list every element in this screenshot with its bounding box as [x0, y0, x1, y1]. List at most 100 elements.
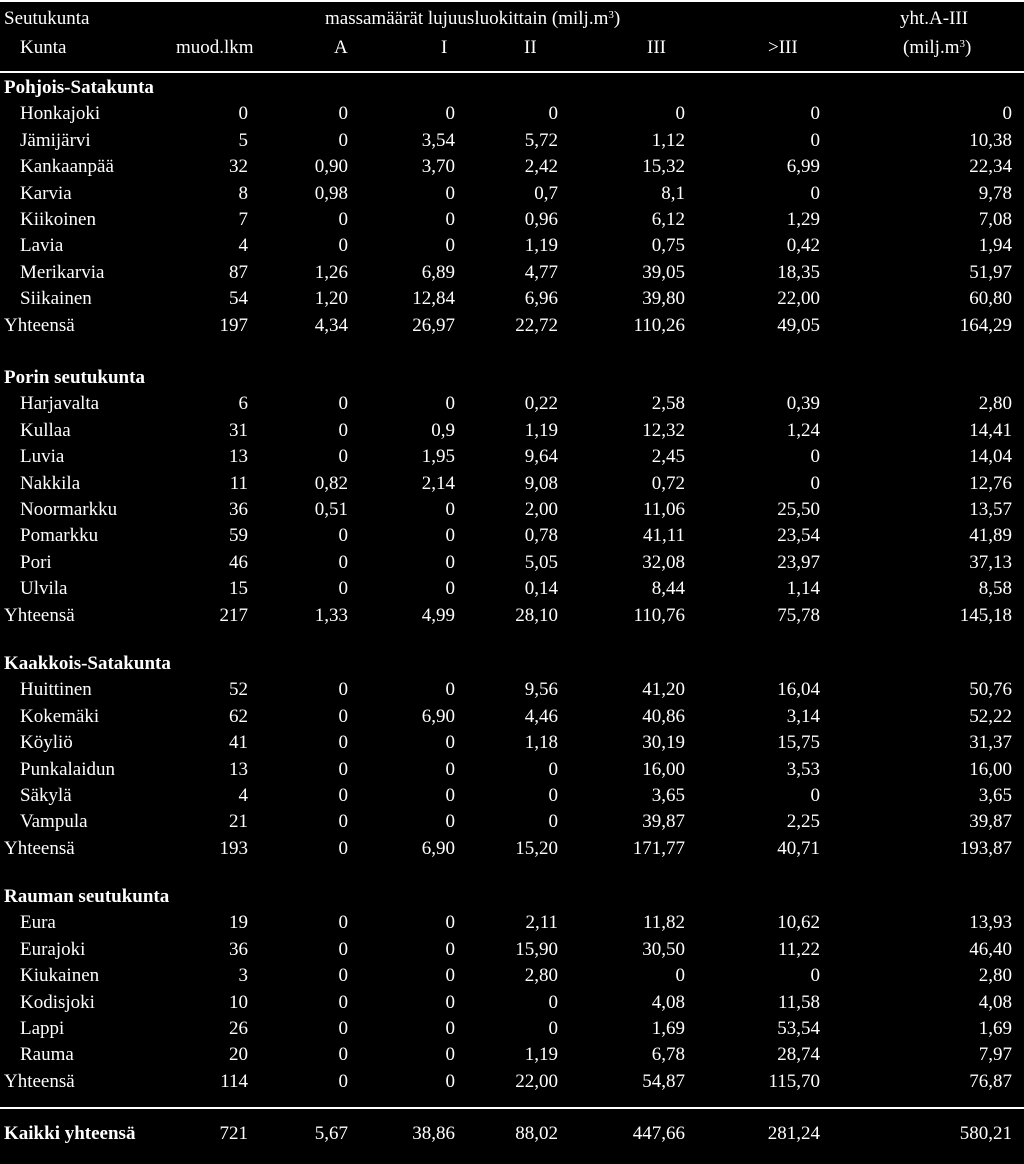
cell-i: 0 [445, 525, 456, 547]
cell-ii: 0,7 [534, 182, 558, 204]
cell-total: 31,37 [969, 732, 1012, 754]
cell-gt3: 18,35 [777, 261, 820, 283]
cell-iii: 110,26 [633, 314, 685, 336]
table-row: Ulvila 15 0 0 0,14 8,44 1,14 8,58 [0, 576, 1024, 602]
cell-muod: 52 [229, 679, 248, 701]
table-row: Kokemäki 62 0 6,90 4,46 40,86 3,14 52,22 [0, 704, 1024, 730]
cell-iii: 6,12 [651, 209, 685, 230]
cell-total: 9,78 [978, 182, 1012, 204]
cell-muod: 6 [238, 393, 249, 415]
cell-a: 0 [338, 705, 349, 727]
cell-muod: 26 [229, 1018, 248, 1039]
cell-gt3: 23,97 [777, 551, 820, 573]
table-row: Punkalaidun 13 0 0 0 16,00 3,53 16,00 [0, 757, 1024, 783]
header-span-end: ) [613, 8, 621, 29]
cell-name: Harjavalta [20, 393, 100, 415]
cell-total: 1,69 [978, 1018, 1012, 1039]
cell-name: Kankaanpää [20, 156, 114, 178]
cell-i: 0 [445, 785, 456, 806]
cell-iii: 39,05 [642, 261, 685, 283]
table-row: Kodisjoki 10 0 0 0 4,08 11,58 4,08 [0, 990, 1024, 1016]
cell-gt3: 0 [810, 785, 821, 806]
cell-total: 7,08 [978, 209, 1012, 230]
cell-i: 0 [445, 811, 456, 833]
cell-i: 0 [445, 551, 456, 573]
cell-total: 13,93 [969, 912, 1012, 934]
cell-i: 0 [445, 393, 456, 415]
cell-ii: 0 [548, 811, 559, 833]
grand-total-rule-top [0, 1107, 1024, 1109]
cell-muod: 5 [238, 129, 249, 151]
cell-i: 6,90 [421, 705, 455, 727]
cell-gt3: 2,25 [786, 811, 820, 833]
cell-gt3: 3,14 [786, 705, 820, 727]
cell-ii: 1,19 [524, 1044, 558, 1066]
cell-gt3: 10,62 [777, 912, 820, 934]
grand-total-muod: 721 [219, 1123, 249, 1144]
cell-name: Honkajoki [20, 103, 101, 125]
cell-ii: 6,96 [524, 288, 558, 310]
cell-i: 0 [445, 965, 456, 987]
cell-iii: 110,76 [633, 604, 685, 626]
cell-total: 4,08 [978, 991, 1012, 1013]
cell-a: 0 [338, 758, 349, 780]
cell-iii: 54,87 [642, 1070, 685, 1092]
cell-i: 26,97 [412, 314, 455, 336]
cell-muod: 87 [229, 261, 248, 283]
cell-muod: 54 [229, 288, 248, 310]
cell-ii: 2,00 [524, 499, 558, 520]
cell-total: 37,13 [969, 551, 1012, 573]
cell-iii: 8,44 [651, 578, 685, 600]
cell-ii: 9,56 [524, 679, 558, 701]
cell-muod: 4 [238, 235, 249, 257]
cell-muod: 31 [229, 419, 248, 441]
table-row: Kankaanpää 32 0,90 3,70 2,42 15,32 6,99 22,34 [0, 154, 1024, 180]
cell-total: 164,29 [959, 314, 1012, 336]
cell-iii: 1,12 [651, 129, 685, 151]
cell-gt3: 49,05 [777, 314, 820, 336]
table-row: Merikarvia 87 1,26 6,89 4,77 39,05 18,35 51,97 [0, 260, 1024, 286]
cell-i: 0 [445, 209, 456, 230]
cell-total: 51,97 [969, 261, 1012, 283]
cell-a: 1,33 [314, 604, 348, 626]
cell-name: Yhteensä [4, 1070, 75, 1092]
cell-gt3: 16,04 [777, 679, 820, 701]
cell-i: 0 [445, 499, 456, 520]
cell-name: Ulvila [20, 578, 68, 600]
header-col-muod: muod.lkm [176, 37, 254, 58]
cell-ii: 28,10 [515, 604, 558, 626]
cell-ii: 1,19 [524, 419, 558, 441]
cell-muod: 19 [229, 912, 248, 934]
cell-gt3: 15,75 [777, 732, 820, 754]
table-row: Kiikoinen 7 0 0 0,96 6,12 1,29 7,08 [0, 207, 1024, 233]
cell-muod: 21 [229, 811, 248, 833]
cell-total: 0 [1002, 103, 1013, 125]
table-row: Vampula 21 0 0 0 39,87 2,25 39,87 [0, 809, 1024, 835]
cell-a: 0 [338, 1044, 349, 1066]
cell-iii: 171,77 [632, 837, 685, 859]
cell-a: 0 [338, 235, 349, 257]
table-row: Lappi 26 0 0 0 1,69 53,54 1,69 [0, 1016, 1024, 1042]
cell-gt3: 11,58 [777, 991, 820, 1013]
cell-a: 0 [338, 578, 349, 600]
table-row: Huittinen 52 0 0 9,56 41,20 16,04 50,76 [0, 677, 1024, 703]
grand-total-row: Kaikki yhteensä 721 5,67 38,86 88,02 447… [0, 1121, 1024, 1147]
cell-muod: 10 [229, 991, 248, 1013]
table-row: Harjavalta 6 0 0 0,22 2,58 0,39 2,80 [0, 391, 1024, 417]
cell-iii: 11,06 [642, 499, 685, 520]
table-row: Kiukainen 3 0 0 2,80 0 0 2,80 [0, 963, 1024, 989]
cell-name: Jämijärvi [20, 129, 91, 151]
cell-name: Säkylä [20, 785, 72, 806]
cell-ii: 0 [548, 991, 559, 1013]
cell-ii: 5,05 [524, 551, 558, 573]
header-col-total-unit: (milj.m3) [903, 36, 971, 60]
grand-total-i: 38,86 [412, 1123, 455, 1144]
cell-iii: 41,20 [642, 679, 685, 701]
cell-i: 3,70 [421, 156, 455, 178]
cell-i: 0,9 [431, 419, 455, 441]
cell-name: Huittinen [20, 679, 92, 701]
cell-ii: 0 [548, 1018, 559, 1039]
grand-total-iii: 447,66 [632, 1123, 685, 1144]
grand-total-a: 5,67 [314, 1123, 348, 1144]
cell-name: Yhteensä [4, 837, 75, 859]
